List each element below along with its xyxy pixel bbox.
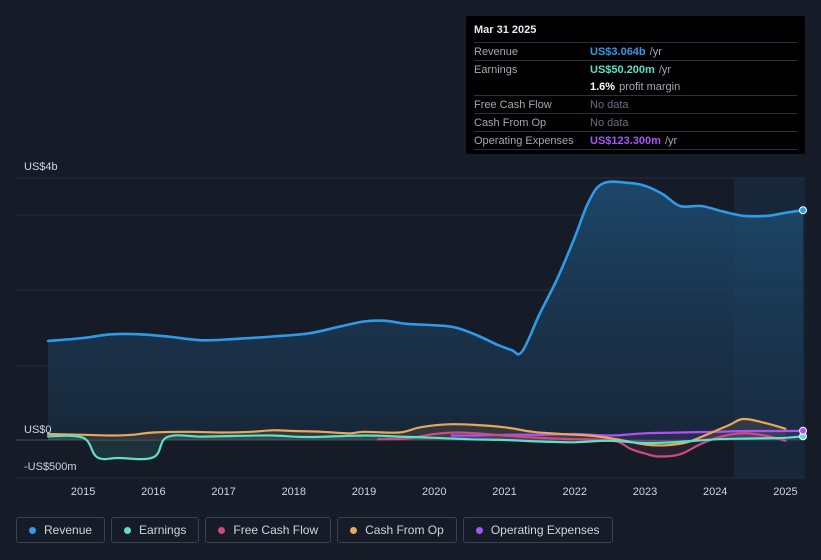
tooltip-row-earnings: Earnings US$50.200m /yr — [474, 60, 797, 78]
earnings-area — [48, 435, 803, 460]
y-tick-label-bottom: -US$500m — [24, 461, 77, 473]
x-axis-labels: 2015 2016 2017 2018 2019 2020 2021 2022 2023 2024… — [71, 486, 798, 498]
revenue-area-layer — [48, 181, 803, 460]
tooltip-row-revenue: Revenue US$3.064b /yr — [474, 42, 797, 60]
x-tick-label-2016: 2016 — [141, 486, 165, 498]
legend-item-operating-expenses[interactable]: Operating Expenses — [462, 517, 613, 543]
y-axis-labels: US$4b US$0 -US$500m — [24, 161, 77, 473]
data-tooltip: Mar 31 2025 Revenue US$3.064b /yr Earnin… — [466, 16, 805, 154]
legend-dot-icon — [29, 526, 36, 534]
series-end-markers — [799, 206, 807, 441]
legend-item-earnings[interactable]: Earnings — [111, 517, 200, 543]
tooltip-row-cash-from-op: Cash From Op No data — [474, 113, 797, 131]
x-tick-label-2021: 2021 — [492, 486, 516, 498]
tooltip-value: US$50.200m — [590, 63, 655, 76]
tooltip-unit: /yr — [664, 134, 678, 147]
tooltip-label: Free Cash Flow — [474, 98, 552, 111]
tooltip-unit: /yr — [649, 45, 662, 58]
legend-label: Revenue — [44, 523, 93, 537]
tooltip-value: No data — [590, 116, 629, 129]
x-tick-label-2025: 2025 — [773, 486, 797, 498]
tooltip-unit: profit margin — [619, 80, 681, 93]
tooltip-label: Operating Expenses — [474, 134, 574, 147]
legend-dot-icon — [475, 526, 483, 534]
chart-legend: Revenue Earnings Free Cash Flow Cash Fro… — [16, 517, 613, 543]
x-tick-label-2018: 2018 — [282, 486, 306, 498]
legend-label: Operating Expenses — [490, 523, 600, 537]
legend-label: Cash From Op — [365, 523, 444, 537]
legend-dot-icon — [124, 526, 132, 534]
tooltip-label: Revenue — [474, 45, 519, 58]
earnings-line — [46, 434, 805, 461]
tooltip-value: US$3.064b — [590, 45, 646, 58]
y-tick-label-zero: US$0 — [24, 424, 52, 436]
series-lines-layer — [46, 180, 805, 461]
legend-label: Earnings — [139, 523, 187, 537]
tooltip-row-profit-margin: 1.6% profit margin — [474, 78, 797, 95]
legend-dot-icon — [350, 526, 358, 534]
x-tick-label-2022: 2022 — [563, 486, 587, 498]
legend-dot-icon — [218, 526, 226, 534]
y-tick-label-top: US$4b — [24, 161, 58, 173]
tooltip-value: US$123.300m — [590, 134, 661, 147]
x-tick-label-2019: 2019 — [352, 486, 376, 498]
revenue-end-marker — [799, 206, 807, 215]
tooltip-row-free-cash-flow: Free Cash Flow No data — [474, 95, 797, 113]
tooltip-value: No data — [590, 98, 629, 111]
tooltip-label: Cash From Op — [474, 116, 547, 129]
tooltip-value: 1.6% — [590, 80, 616, 93]
tooltip-unit: /yr — [658, 63, 672, 76]
legend-label: Free Cash Flow — [233, 523, 319, 537]
legend-item-cash-from-op[interactable]: Cash From Op — [337, 517, 457, 543]
x-tick-label-2017: 2017 — [211, 486, 235, 498]
revenue-area — [48, 181, 803, 440]
operating-expenses-end-marker — [799, 426, 807, 435]
legend-item-revenue[interactable]: Revenue — [16, 517, 106, 543]
tooltip-label: Earnings — [474, 63, 518, 76]
x-tick-label-2023: 2023 — [633, 486, 657, 498]
x-tick-label-2015: 2015 — [71, 486, 95, 498]
x-tick-label-2024: 2024 — [703, 486, 727, 498]
revenue-line — [46, 180, 805, 356]
tooltip-bottom-divider — [474, 149, 797, 167]
tooltip-date: Mar 31 2025 — [474, 24, 537, 36]
tooltip-row-operating-expenses: Operating Expenses US$123.300m /yr — [474, 131, 797, 149]
x-tick-label-2020: 2020 — [422, 486, 446, 498]
legend-item-free-cash-flow[interactable]: Free Cash Flow — [205, 517, 332, 543]
